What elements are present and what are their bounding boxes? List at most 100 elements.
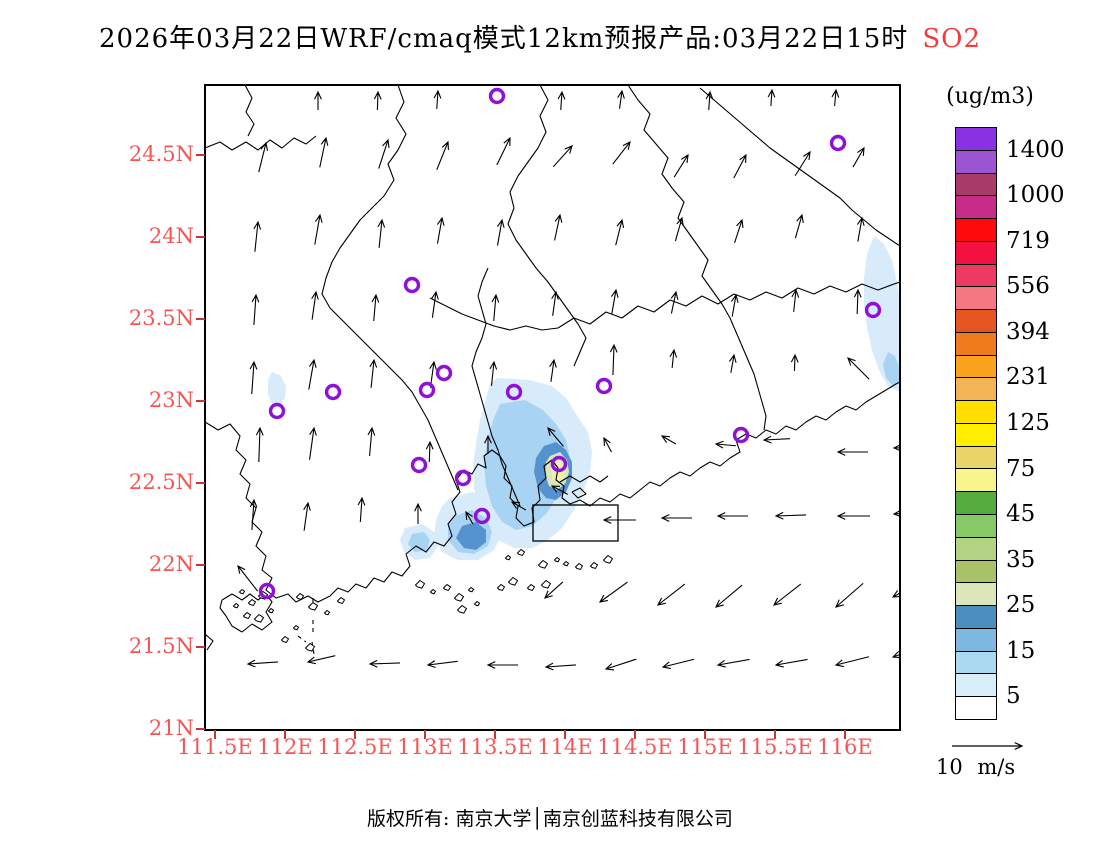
wind-arrow xyxy=(251,293,260,325)
wind-arrow xyxy=(367,426,376,456)
colorbar-segment xyxy=(955,172,997,197)
colorbar-segment xyxy=(955,605,997,629)
colorbar-tick-label: 1400 xyxy=(1006,136,1065,163)
coastline-boundary xyxy=(559,475,609,483)
wind-arrow xyxy=(308,358,317,390)
station-marker xyxy=(418,381,436,399)
wind-arrow xyxy=(794,150,811,177)
colorbar-unit-label: (ug/m3) xyxy=(946,84,1034,109)
coastline-boundary xyxy=(471,267,521,507)
wind-arrow xyxy=(604,658,637,671)
island xyxy=(540,579,552,589)
island xyxy=(238,588,246,595)
station-marker xyxy=(550,455,568,473)
wind-arrow xyxy=(774,658,808,668)
island xyxy=(456,604,468,614)
colorbar-tick-label: 45 xyxy=(1006,501,1036,528)
colorbar-segment xyxy=(955,127,997,151)
wind-arrow xyxy=(255,426,264,462)
island xyxy=(242,611,252,620)
island xyxy=(323,609,331,616)
lat-tick-label: 23N xyxy=(148,388,194,412)
wind-arrow xyxy=(734,218,744,243)
wind-arrow xyxy=(491,293,500,321)
lat-tick-label: 21N xyxy=(148,716,194,740)
colorbar-segment xyxy=(955,514,997,538)
island xyxy=(232,602,240,609)
wind-arrow xyxy=(660,435,677,445)
wind-arrow xyxy=(303,501,311,531)
wind-arrow xyxy=(615,218,625,246)
island xyxy=(507,576,519,586)
wind-arrow xyxy=(547,427,564,447)
colorbar-tick-label: 125 xyxy=(1006,410,1050,436)
wind-arrow xyxy=(544,581,564,599)
wind-arrow xyxy=(249,360,258,394)
map-frame xyxy=(204,84,901,731)
wind-arrow xyxy=(496,218,505,246)
wind-arrow xyxy=(414,502,422,524)
colorbar-segment xyxy=(955,536,997,561)
colorbar-tick-label: 35 xyxy=(1006,546,1036,573)
wind-arrow xyxy=(311,290,319,320)
wind-arrow xyxy=(484,434,492,454)
colorbar-tick-label: 15 xyxy=(1006,637,1036,664)
colorbar-segment xyxy=(955,468,997,493)
wind-arrow xyxy=(306,655,336,665)
colorbar-segment xyxy=(955,422,997,447)
island xyxy=(267,607,275,614)
wind-arrow xyxy=(661,658,695,670)
lat-tick-label: 21.5N xyxy=(128,634,194,658)
wind-arrow xyxy=(486,661,518,669)
wind-arrow xyxy=(852,146,865,168)
coastline-boundary xyxy=(627,85,767,431)
colorbar-segment xyxy=(955,331,997,356)
station-marker xyxy=(324,383,342,401)
so2-contour-fill xyxy=(408,532,430,552)
coastline-boundary xyxy=(244,85,255,137)
colorbar-tick-label: 75 xyxy=(1006,455,1036,482)
wind-arrow xyxy=(357,496,366,522)
wind-arrow xyxy=(669,348,678,368)
colorbar-segment xyxy=(955,263,997,288)
wind-arrow xyxy=(369,358,378,388)
wind-arrow xyxy=(794,213,804,239)
wind-arrow xyxy=(610,288,619,314)
colorbar-segment xyxy=(955,627,997,652)
island xyxy=(429,588,437,595)
colorbar-tick-label: 231 xyxy=(1006,364,1050,391)
wind-arrow xyxy=(237,564,259,592)
wind-arrow xyxy=(835,582,864,608)
station-marker xyxy=(454,469,472,487)
colorbar-tick-label: 1000 xyxy=(1006,182,1065,209)
station-marker xyxy=(505,383,523,401)
wind-arrow xyxy=(249,498,258,530)
lon-tick-label: 113E xyxy=(397,735,453,759)
island xyxy=(473,600,481,607)
page-title: 2026年03月22日WRF/cmaq模式12km预报产品:03月22日15时 S… xyxy=(0,18,1080,55)
wind-arrow xyxy=(836,448,868,456)
station-marker xyxy=(732,426,750,444)
colorbar-segment xyxy=(955,491,997,516)
island xyxy=(553,556,561,563)
wind-arrow xyxy=(544,662,576,671)
wind-arrow xyxy=(856,216,865,242)
wind-arrow xyxy=(670,290,679,314)
colorbar xyxy=(955,127,997,720)
so2-contour-fill xyxy=(456,522,486,550)
wind-arrow xyxy=(425,440,434,463)
wind-arrow xyxy=(673,153,689,178)
wind-arrow xyxy=(253,220,262,252)
wind-arrow xyxy=(314,213,323,245)
coastline-boundary xyxy=(321,85,459,491)
island xyxy=(574,562,584,571)
coastline-boundary xyxy=(507,85,587,367)
wind-arrow xyxy=(373,90,382,111)
lat-tick-label: 24.5N xyxy=(128,142,194,166)
lon-tick-label: 114.5E xyxy=(597,735,673,759)
wind-reference-arrow xyxy=(952,742,1024,750)
wind-arrow xyxy=(246,659,278,668)
colorbar-segment xyxy=(955,650,997,675)
